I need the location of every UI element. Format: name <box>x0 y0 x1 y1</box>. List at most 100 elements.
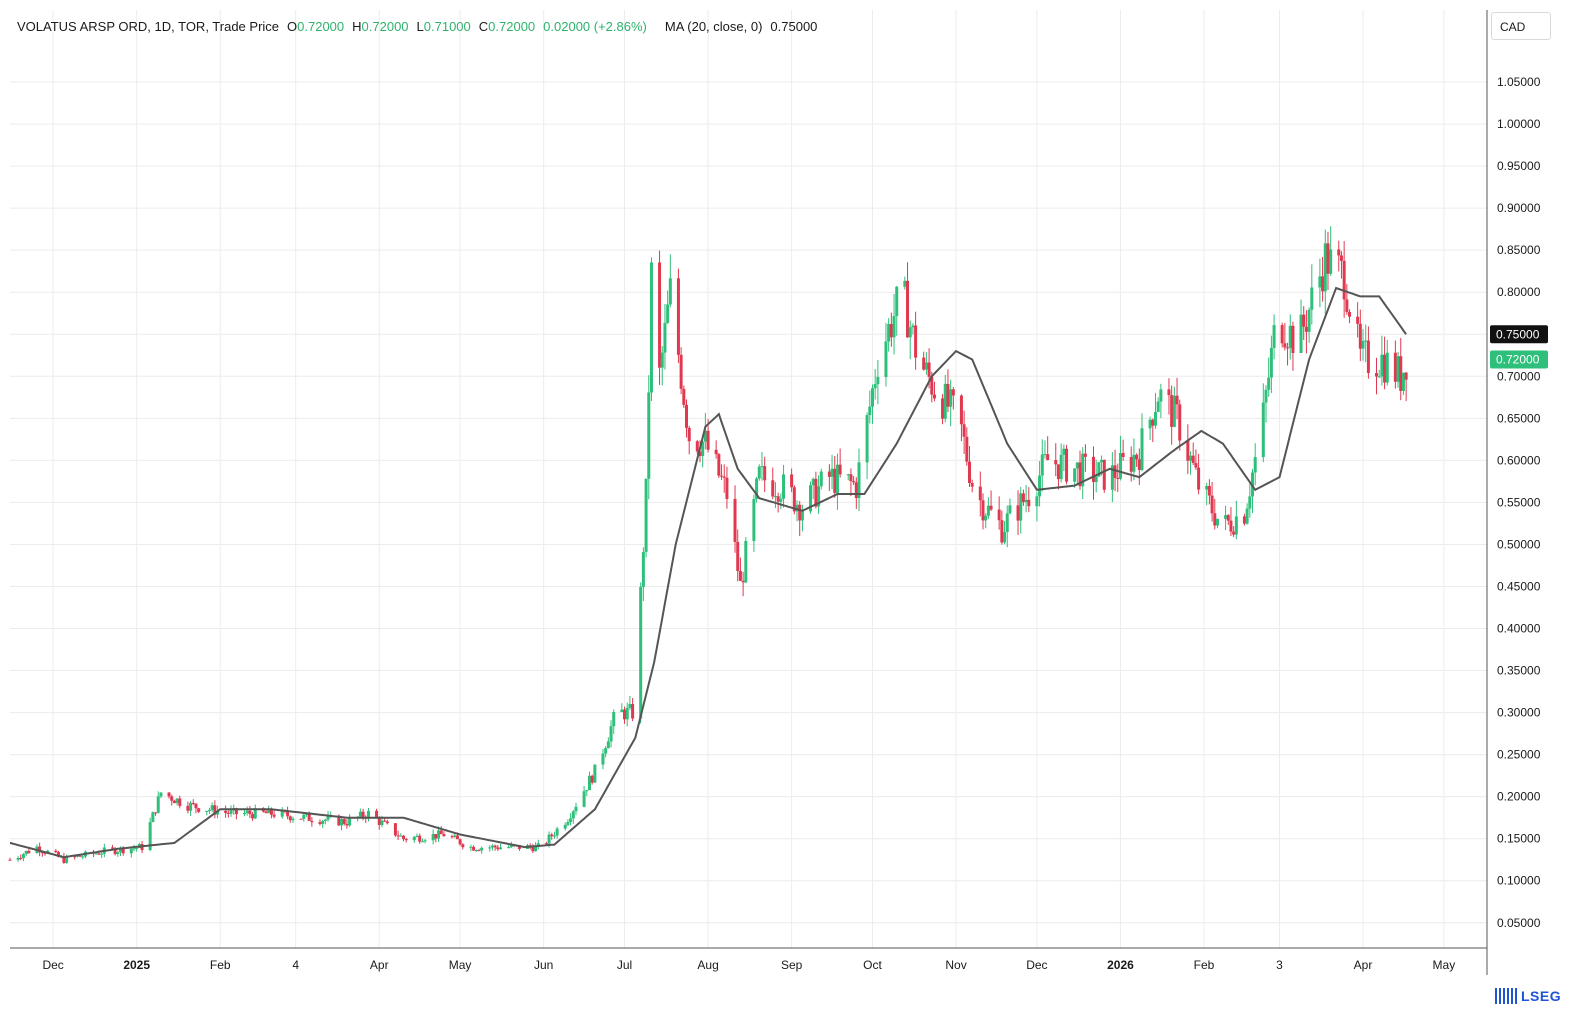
candle-body <box>569 818 573 823</box>
candle-body <box>337 815 341 826</box>
candle-body <box>714 449 718 455</box>
candle-body <box>733 498 737 542</box>
candle-body <box>1019 493 1023 521</box>
candle-body <box>1366 340 1370 374</box>
candle-body <box>552 835 556 837</box>
candle-body <box>213 805 217 815</box>
y-tick-label: 0.95000 <box>1497 159 1541 173</box>
grid-lines <box>10 10 1487 948</box>
candle-body <box>703 430 707 442</box>
x-tick-label: 4 <box>292 958 299 972</box>
candle-body <box>846 474 850 476</box>
candlesticks <box>8 226 1408 864</box>
candle-body <box>100 853 104 855</box>
candle-body <box>838 464 842 475</box>
candle-body <box>1272 325 1276 348</box>
candle-body <box>1248 496 1252 509</box>
candle-body <box>229 810 233 814</box>
y-tick-label: 1.00000 <box>1497 117 1541 131</box>
candle-body <box>873 384 877 389</box>
candle-body <box>1178 404 1182 441</box>
candle-body <box>1189 455 1193 461</box>
candle-body <box>978 486 982 501</box>
candle-body <box>628 704 632 708</box>
candle-body <box>1137 459 1141 470</box>
candle-body <box>1364 340 1368 342</box>
candle-body <box>870 388 874 407</box>
x-tick-label: 3 <box>1276 958 1283 972</box>
candle-body <box>682 388 686 405</box>
candle-body <box>1348 311 1352 317</box>
candle-body <box>496 847 500 850</box>
brand-logo[interactable]: LSEG <box>1495 988 1561 1004</box>
candle-body <box>989 505 993 510</box>
candle-body <box>798 504 802 521</box>
x-tick-label: May <box>449 958 472 972</box>
candle-body <box>1021 493 1025 503</box>
price-badge-bg <box>1490 350 1548 369</box>
candle-body <box>1245 508 1249 524</box>
candle-body <box>1102 459 1106 490</box>
candle-body <box>170 796 174 801</box>
candle-body <box>1065 448 1069 482</box>
y-tick-label: 0.90000 <box>1497 201 1541 215</box>
candle-body <box>342 819 346 824</box>
candle-body <box>75 855 79 857</box>
candle-body <box>396 835 400 837</box>
candle-body <box>361 811 365 818</box>
candle-body <box>854 482 858 499</box>
candle-body <box>132 848 136 850</box>
candle-body <box>1097 462 1101 477</box>
candle-body <box>340 819 344 826</box>
candle-body <box>253 808 257 819</box>
candle-body <box>385 821 389 824</box>
candle-body <box>1269 347 1273 378</box>
candle-body <box>1224 515 1228 519</box>
candle-body <box>647 392 651 479</box>
candle-body <box>922 357 926 370</box>
candle-body <box>738 570 742 581</box>
candle-body <box>402 835 406 840</box>
candle-body <box>868 406 872 416</box>
candle-body <box>348 817 352 826</box>
candle-body <box>827 471 831 477</box>
candle-body <box>194 803 198 809</box>
candle-body <box>1056 464 1060 480</box>
candle-body <box>876 376 880 385</box>
candle-body <box>248 810 252 815</box>
candle-body <box>1003 531 1007 543</box>
candle-body <box>1307 309 1311 332</box>
candle-body <box>1073 468 1077 482</box>
candle-body <box>906 280 910 338</box>
candle-body <box>792 487 796 512</box>
open-value: 0.72000 <box>297 19 345 34</box>
candle-body <box>779 498 783 502</box>
candle-body <box>480 847 484 851</box>
candle-body <box>1383 354 1387 383</box>
x-tick-label: May <box>1433 958 1456 972</box>
x-tick-label: Dec <box>1026 958 1047 972</box>
candle-body <box>1035 496 1039 507</box>
candle-body <box>251 814 255 819</box>
candle-body <box>38 846 42 853</box>
candle-body <box>439 830 443 835</box>
y-tick-label: 0.35000 <box>1497 664 1541 678</box>
candle-body <box>625 707 629 720</box>
candle-body <box>722 476 726 478</box>
candle-body <box>1339 255 1343 261</box>
candle-body <box>286 811 290 817</box>
candle-body <box>310 820 314 823</box>
candle-body <box>835 464 839 493</box>
candle-body <box>178 798 182 806</box>
candle-body <box>1186 440 1190 461</box>
candle-body <box>555 828 559 836</box>
candle-body <box>949 389 953 407</box>
candle-body <box>1008 505 1012 514</box>
currency-button[interactable]: CAD <box>1491 12 1551 40</box>
candle-body <box>175 798 179 804</box>
candle-body <box>1232 531 1236 535</box>
candle-body <box>609 726 613 742</box>
candle-body <box>1377 376 1381 378</box>
candle-body <box>790 474 794 488</box>
